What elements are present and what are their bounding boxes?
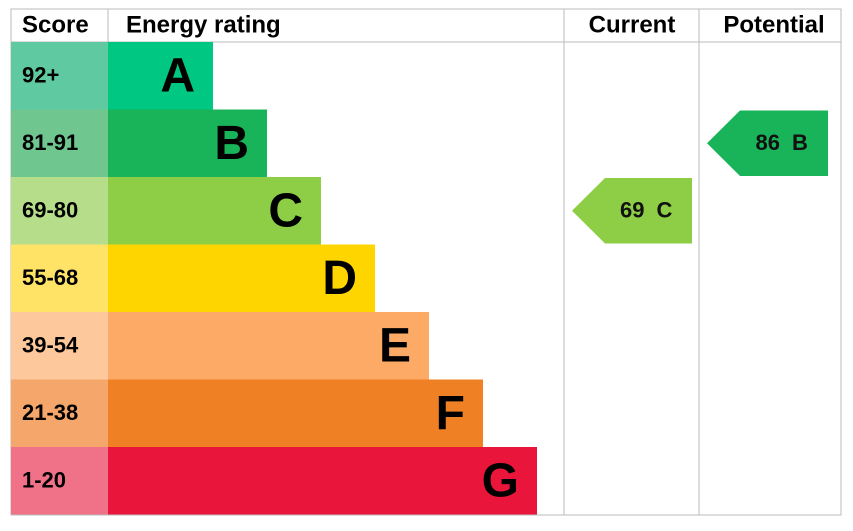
band-bar: [108, 42, 213, 110]
score-cell: [11, 447, 108, 515]
band-letter: E: [379, 319, 411, 372]
score-label: 55-68: [22, 265, 78, 290]
band-letter: B: [214, 117, 249, 170]
score-cell: [11, 42, 108, 110]
potential-value: 86: [756, 130, 780, 155]
score-label: 21-38: [22, 400, 78, 425]
score-label: 1-20: [22, 468, 66, 493]
band-letter: G: [482, 454, 519, 507]
score-label: 39-54: [22, 333, 79, 358]
score-cell: [11, 379, 108, 447]
score-label: 92+: [22, 63, 59, 88]
score-cell: [11, 312, 108, 380]
score-cell: [11, 244, 108, 312]
band-bar: [108, 109, 267, 177]
header-current: Current: [589, 11, 676, 38]
band-bar: [108, 447, 537, 515]
band-bar: [108, 379, 483, 447]
band-letter: A: [160, 49, 195, 102]
band-letter: D: [322, 252, 357, 305]
header-rating: Energy rating: [126, 11, 281, 38]
header-potential: Potential: [723, 11, 824, 38]
score-label: 81-91: [22, 130, 78, 155]
current-arrow: [572, 178, 692, 244]
score-cell: [11, 109, 108, 177]
band-bar: [108, 177, 321, 245]
potential-arrow: [707, 110, 828, 176]
potential-letter: B: [792, 130, 808, 155]
band-bar: [108, 244, 375, 312]
current-value: 69: [620, 198, 644, 223]
band-letter: F: [436, 387, 465, 440]
band-bar: [108, 312, 429, 380]
score-label: 69-80: [22, 198, 78, 223]
current-letter: C: [657, 198, 673, 223]
score-cell: [11, 177, 108, 245]
band-letter: C: [268, 184, 303, 237]
header-score: Score: [22, 11, 89, 38]
